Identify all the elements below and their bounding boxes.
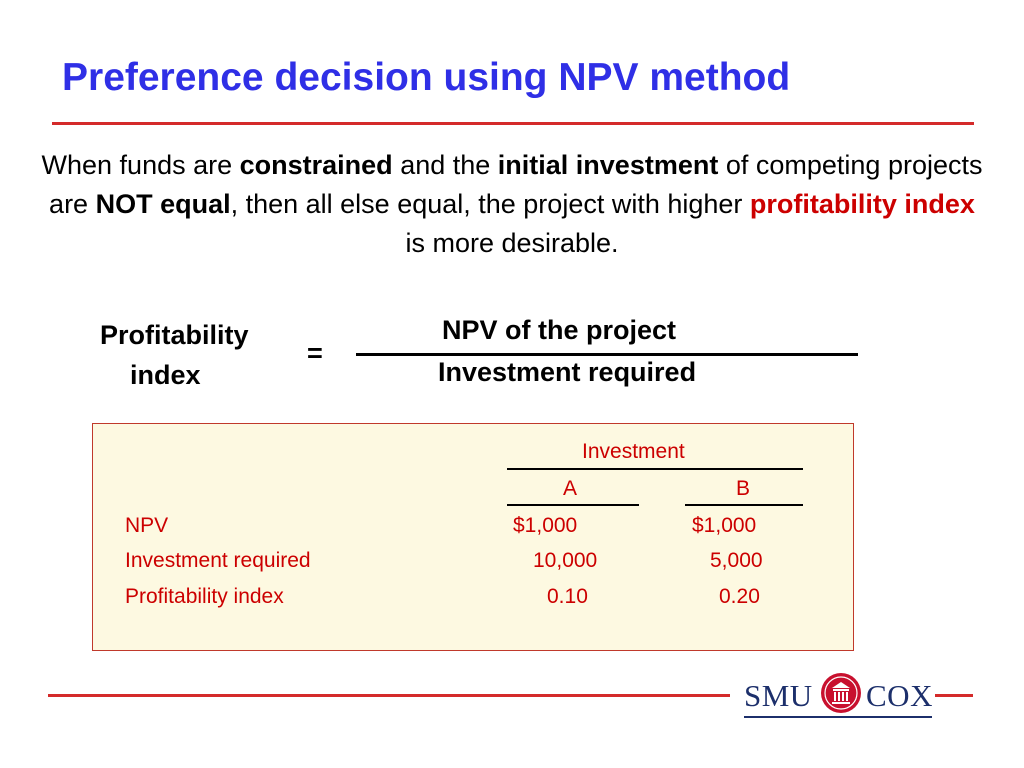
smu-cox-logo: SMU COX — [742, 672, 932, 720]
para-bold-not-equal: NOT equal — [95, 189, 231, 219]
table-group-header: Investment — [582, 440, 685, 463]
formula-label-line2: index — [130, 360, 201, 390]
cell-npv-a: $1,000 — [513, 514, 578, 537]
cell-pi-a: 0.10 — [547, 585, 588, 608]
para-text-4: , then all else equal, the project with … — [230, 189, 750, 219]
column-header-b: B — [736, 477, 751, 500]
row-label-investment-required: Investment required — [125, 549, 311, 572]
formula-label-line1: Profitability — [100, 320, 249, 350]
formula-numerator: NPV of the project — [442, 315, 677, 345]
para-highlight-profitability-index: profitability index — [749, 189, 975, 219]
row-label-profitability-index: Profitability index — [125, 585, 284, 608]
formula-equals-sign: = — [307, 338, 323, 368]
logo-text-smu: SMU — [744, 678, 813, 713]
footer-divider-right — [935, 694, 973, 697]
formula-fraction-bar — [356, 353, 858, 356]
para-text-2: and the — [392, 150, 498, 180]
column-a-underline — [507, 504, 639, 506]
smu-seal-icon — [821, 673, 861, 713]
row-label-npv: NPV — [125, 514, 169, 537]
para-text-3: of competing projects are — [49, 150, 983, 219]
cell-investment-b: 5,000 — [710, 549, 763, 572]
logo-text-cox: COX — [866, 678, 933, 713]
intro-paragraph: When funds are constrained and the initi… — [40, 146, 984, 263]
footer-divider-left — [48, 694, 730, 697]
formula-label: Profitability index — [100, 315, 249, 395]
comparison-table-box: Investment A B NPV $1,000 $1,000 Investm… — [92, 423, 854, 651]
group-header-underline — [507, 468, 803, 470]
para-bold-initial-investment: initial investment — [497, 150, 719, 180]
column-b-underline — [685, 504, 803, 506]
slide-title: Preference decision using NPV method — [62, 56, 791, 99]
title-divider — [52, 122, 974, 125]
column-header-a: A — [563, 477, 578, 500]
para-bold-constrained: constrained — [239, 150, 393, 180]
para-text-1: When funds are — [41, 150, 240, 180]
formula-denominator: Investment required — [438, 357, 697, 387]
para-text-5: is more desirable. — [405, 228, 619, 258]
cell-investment-a: 10,000 — [533, 549, 598, 572]
logo-underline — [744, 716, 932, 718]
cell-npv-b: $1,000 — [692, 514, 757, 537]
cell-pi-b: 0.20 — [719, 585, 760, 608]
